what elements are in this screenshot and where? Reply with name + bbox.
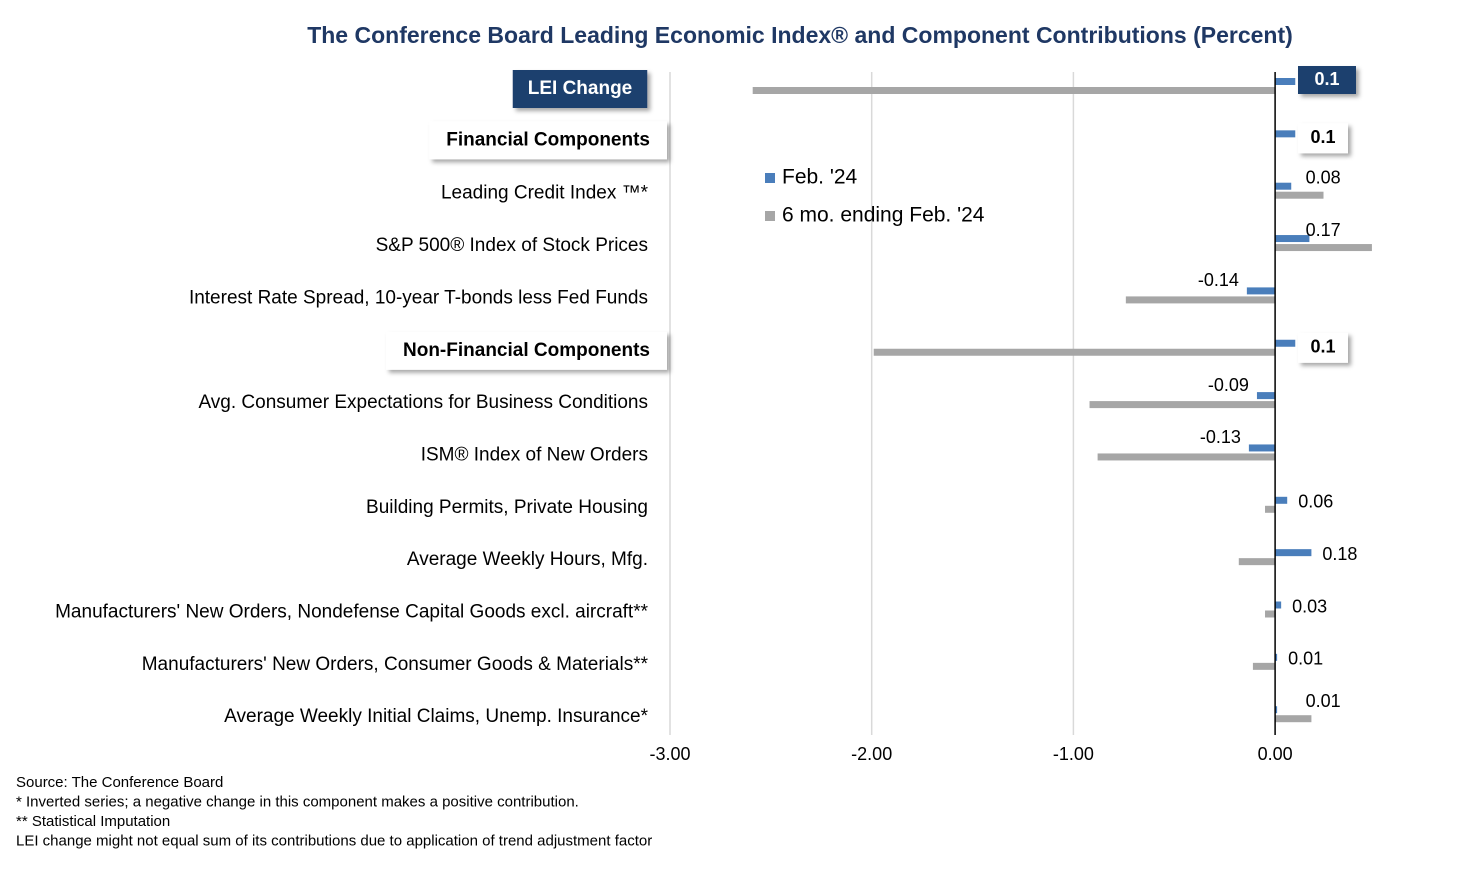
y-tick-label: Financial Components: [446, 129, 650, 150]
y-tick-label: Avg. Consumer Expectations for Business …: [198, 392, 648, 413]
legend-label: Feb. '24: [782, 166, 858, 189]
legend-swatch: [765, 173, 775, 183]
y-tick-label: Average Weekly Initial Claims, Unemp. In…: [224, 706, 648, 727]
value-box: [1298, 123, 1348, 154]
y-tick-label: LEI Change: [528, 78, 633, 99]
category: Manufacturers' New Orders, Nondefense Ca…: [55, 602, 648, 623]
y-tick-label: ISM® Index of New Orders: [421, 444, 648, 465]
footnote: LEI change might not equal sum of its co…: [16, 833, 652, 850]
bar: [1265, 505, 1276, 513]
legend-label: 6 mo. ending Feb. '24: [782, 204, 985, 227]
category: ISM® Index of New Orders: [421, 444, 648, 465]
value-box: [1298, 66, 1356, 94]
footnote: Source: The Conference Board: [16, 774, 223, 791]
header-box: [429, 121, 667, 160]
y-tick-label: Building Permits, Private Housing: [366, 497, 648, 518]
y-tick-label: Non-Financial Components: [403, 340, 650, 361]
value-box: [1298, 332, 1348, 363]
bar: [1097, 453, 1276, 461]
y-tick-label: Manufacturers' New Orders, Consumer Good…: [142, 654, 649, 675]
bar: [1275, 549, 1312, 557]
bar: [1252, 662, 1276, 670]
chart-title: The Conference Board Leading Economic In…: [307, 22, 1293, 48]
bar: [1275, 715, 1312, 723]
data-label: 0.18: [1322, 544, 1357, 564]
x-tick-label: -3.00: [649, 744, 690, 764]
category: Avg. Consumer Expectations for Business …: [198, 392, 648, 413]
data-label: 0.06: [1298, 492, 1333, 512]
category: S&P 500® Index of Stock Prices: [376, 235, 648, 256]
data-label: 0.17: [1306, 220, 1341, 240]
category: Building Permits, Private Housing: [366, 497, 648, 518]
value-label-box: 0.1: [1298, 66, 1356, 94]
bar: [1275, 244, 1372, 252]
x-tick-label: 0.00: [1258, 744, 1293, 764]
category: Interest Rate Spread, 10-year T-bonds le…: [189, 287, 648, 308]
x-tick-label: -1.00: [1053, 744, 1094, 764]
category: Average Weekly Hours, Mfg.: [407, 549, 648, 570]
bar: [873, 348, 1276, 356]
data-label: -0.13: [1200, 427, 1241, 447]
bar: [1275, 653, 1278, 661]
header-box: [512, 70, 648, 108]
value-label-box: 0.1: [1298, 123, 1348, 154]
data-label: 0.1: [1314, 69, 1339, 89]
footnote: ** Statistical Imputation: [16, 813, 170, 830]
bar: [1089, 401, 1276, 409]
bar: [1275, 706, 1278, 714]
category: Average Weekly Initial Claims, Unemp. In…: [224, 706, 648, 727]
data-label: 0.1: [1310, 337, 1335, 357]
bar: [1275, 78, 1296, 85]
category-header: LEI Change: [512, 70, 648, 108]
bar: [1275, 191, 1324, 199]
y-tick-label: Interest Rate Spread, 10-year T-bonds le…: [189, 287, 648, 308]
data-label: 0.08: [1306, 167, 1341, 187]
legend-swatch: [765, 211, 775, 221]
data-label: 0.01: [1306, 691, 1341, 711]
y-tick-label: Leading Credit Index ™*: [441, 183, 649, 204]
bar: [1275, 339, 1296, 347]
bar: [1125, 296, 1276, 304]
category-header: Financial Components: [429, 121, 667, 160]
data-label: 0.01: [1288, 649, 1323, 669]
bar: [1256, 392, 1276, 400]
bar: [1275, 601, 1282, 609]
x-tick-label: -2.00: [851, 744, 892, 764]
data-label: -0.14: [1198, 270, 1239, 290]
y-tick-label: Average Weekly Hours, Mfg.: [407, 549, 648, 570]
bar: [752, 87, 1276, 94]
y-tick-label: S&P 500® Index of Stock Prices: [376, 235, 648, 256]
category: Manufacturers' New Orders, Consumer Good…: [142, 654, 649, 675]
bar: [1246, 287, 1276, 295]
category: Leading Credit Index ™*: [441, 183, 649, 204]
bar: [1248, 444, 1276, 452]
header-box: [386, 331, 667, 370]
bar: [1275, 182, 1292, 190]
category-header: Non-Financial Components: [386, 331, 667, 370]
data-label: 0.1: [1310, 127, 1335, 147]
bar: [1275, 130, 1296, 138]
footnote: * Inverted series; a negative change in …: [16, 794, 579, 811]
value-label-box: 0.1: [1298, 332, 1348, 363]
y-tick-label: Manufacturers' New Orders, Nondefense Ca…: [55, 602, 648, 623]
bar: [1275, 235, 1310, 243]
data-label: 0.03: [1292, 596, 1327, 616]
data-label: -0.09: [1208, 375, 1249, 395]
bar: [1265, 610, 1276, 618]
bar: [1238, 558, 1276, 566]
bar: [1275, 496, 1288, 504]
